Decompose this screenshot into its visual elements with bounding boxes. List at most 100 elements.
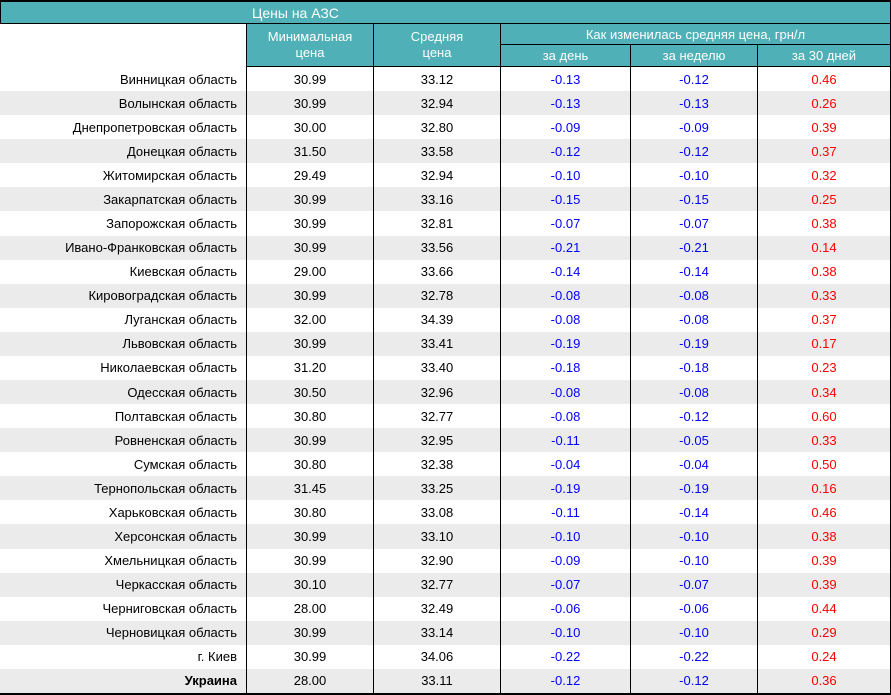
- per-week-change-value: -0.04: [630, 452, 757, 477]
- page-title: Цены на АЗС: [252, 4, 339, 21]
- per-week-change-value: -0.19: [630, 331, 757, 356]
- table-row: Запорожская область 30.99 32.81 -0.07 -0.07 0…: [0, 211, 891, 236]
- table-row: Черновицкая область 30.99 33.14 -0.10 -0.10 0…: [0, 620, 891, 645]
- per-week-change-value: -0.10: [630, 163, 757, 188]
- per-30days-change-value: 0.33: [757, 428, 891, 453]
- per-day-change-value: -0.15: [500, 187, 630, 212]
- per-week-change-value: -0.12: [630, 404, 757, 429]
- avg-price-value: 33.66: [373, 259, 500, 284]
- price-change-subheaders: за день за неделю за 30 дней: [501, 45, 890, 66]
- per-30days-change-value: 0.36: [757, 668, 891, 693]
- table-row: Волынская область 30.99 32.94 -0.13 -0.13 0.2…: [0, 91, 891, 116]
- per-30days-change-value: 0.38: [757, 524, 891, 549]
- region-name: Черновицкая область: [105, 625, 237, 641]
- per-day-change-value: -0.11: [500, 428, 630, 453]
- per-30days-change-value: 0.34: [757, 380, 891, 405]
- per-week-change-value: -0.14: [630, 500, 757, 525]
- per-week-change-value: -0.13: [630, 91, 757, 116]
- min-price-value: 31.50: [246, 139, 373, 164]
- min-price-value: 30.00: [246, 115, 373, 140]
- table-row: Закарпатская область 30.99 33.16 -0.15 -0.15…: [0, 187, 891, 212]
- table-row: Украина 28.00 33.11 -0.12 -0.12 0.36: [0, 668, 891, 693]
- avg-price-value: 32.94: [373, 163, 500, 188]
- table-row: Одесская область 30.50 32.96 -0.08 -0.08 0.34: [0, 380, 891, 405]
- per-30days-change-value: 0.60: [757, 404, 891, 429]
- avg-price-value: 32.77: [373, 572, 500, 597]
- price-change-group-label: Как изменилась средняя цена, грн/л: [501, 24, 890, 45]
- per-week-change-value: -0.14: [630, 259, 757, 284]
- region-name: Полтавская область: [114, 408, 237, 424]
- table-row: Черкасская область 30.10 32.77 -0.07 -0.07 0.…: [0, 572, 891, 597]
- avg-price-value: 33.56: [373, 235, 500, 260]
- region-name: Луганская область: [124, 312, 237, 328]
- per-week-change-value: -0.08: [630, 307, 757, 332]
- table-title-bar: Цены на АЗС: [0, 0, 891, 24]
- avg-price-value: 32.94: [373, 91, 500, 116]
- min-price-value: 30.99: [246, 283, 373, 308]
- region-name: Ивано-Франковская область: [65, 240, 237, 256]
- region-name: Волынская область: [118, 95, 237, 111]
- per-day-change-value: -0.18: [500, 355, 630, 380]
- per-week-change-value: -0.18: [630, 355, 757, 380]
- per-30days-change-value: 0.39: [757, 548, 891, 573]
- per-day-change-value: -0.14: [500, 259, 630, 284]
- region-name: Украина: [184, 673, 237, 689]
- per-30days-change-value: 0.17: [757, 331, 891, 356]
- region-name: Одесская область: [127, 384, 237, 400]
- per-day-change-value: -0.13: [500, 67, 630, 92]
- avg-price-value: 33.10: [373, 524, 500, 549]
- region-name: Днепропетровская область: [72, 119, 237, 135]
- table-row: Донецкая область 31.50 33.58 -0.12 -0.12 0.37: [0, 139, 891, 164]
- min-price-value: 30.99: [246, 644, 373, 669]
- per-week-change-value: -0.05: [630, 428, 757, 453]
- per-30days-change-value: 0.39: [757, 572, 891, 597]
- per-30days-change-value: 0.38: [757, 211, 891, 236]
- per-week-change-value: -0.10: [630, 524, 757, 549]
- avg-price-value: 33.58: [373, 139, 500, 164]
- avg-price-value: 33.40: [373, 355, 500, 380]
- per-day-change-value: -0.21: [500, 235, 630, 260]
- min-price-value: 31.45: [246, 476, 373, 501]
- per-day-change-value: -0.10: [500, 620, 630, 645]
- avg-price-column-header: Средняя цена: [373, 24, 500, 67]
- per-30days-change-value: 0.37: [757, 307, 891, 332]
- min-price-column-header: Минимальная цена: [246, 24, 373, 67]
- min-price-value: 30.10: [246, 572, 373, 597]
- region-name: Львовская область: [122, 336, 237, 352]
- price-change-group-header: Как изменилась средняя цена, грн/л за де…: [500, 24, 891, 67]
- per-day-change-value: -0.08: [500, 404, 630, 429]
- min-price-value: 30.80: [246, 404, 373, 429]
- table-row: Харьковская область 30.80 33.08 -0.11 -0.14 0…: [0, 500, 891, 525]
- region-name: Тернопольская область: [94, 480, 237, 496]
- avg-price-value: 32.77: [373, 404, 500, 429]
- per-week-change-value: -0.08: [630, 380, 757, 405]
- per-day-change-value: -0.08: [500, 283, 630, 308]
- region-name: Житомирская область: [102, 167, 237, 183]
- table-row: Черниговская область 28.00 32.49 -0.06 -0.06…: [0, 596, 891, 621]
- per-week-change-value: -0.10: [630, 620, 757, 645]
- min-price-value: 30.99: [246, 620, 373, 645]
- avg-price-value: 33.12: [373, 67, 500, 92]
- min-price-value: 30.99: [246, 428, 373, 453]
- per-week-column-header: за неделю: [630, 45, 757, 66]
- table-row: Львовская область 30.99 33.41 -0.19 -0.19 0.1…: [0, 331, 891, 356]
- table-row: Днепропетровская область 30.00 32.80 -0.09-…: [0, 115, 891, 140]
- min-price-value: 29.00: [246, 259, 373, 284]
- table-row: Сумская область 30.80 32.38 -0.04 -0.04 0.50: [0, 452, 891, 477]
- avg-price-value: 32.95: [373, 428, 500, 453]
- table-row: Винницкая область 30.99 33.12 -0.13 -0.12 0.4…: [0, 67, 891, 92]
- table-row: Хмельницкая область 30.99 32.90 -0.09 -0.10 0…: [0, 548, 891, 573]
- per-week-change-value: -0.12: [630, 139, 757, 164]
- region-name: Запорожская область: [106, 215, 237, 231]
- min-price-value: 30.99: [246, 548, 373, 573]
- per-day-change-value: -0.09: [500, 548, 630, 573]
- region-name: Николаевская область: [100, 360, 237, 376]
- min-price-value: 31.20: [246, 355, 373, 380]
- per-30days-change-value: 0.37: [757, 139, 891, 164]
- per-week-change-value: -0.22: [630, 644, 757, 669]
- min-price-value: 28.00: [246, 596, 373, 621]
- per-day-change-value: -0.12: [500, 139, 630, 164]
- avg-price-value: 33.16: [373, 187, 500, 212]
- per-day-change-value: -0.22: [500, 644, 630, 669]
- per-week-change-value: -0.12: [630, 67, 757, 92]
